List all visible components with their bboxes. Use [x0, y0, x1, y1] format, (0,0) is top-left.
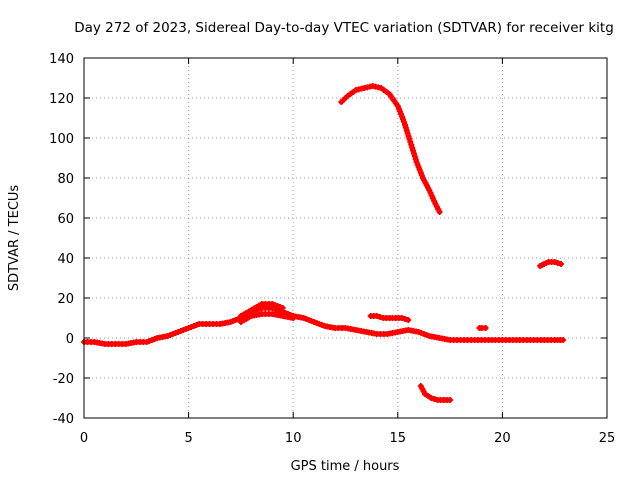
- x-tick-label: 20: [494, 431, 511, 446]
- y-tick-label: -20: [53, 372, 74, 387]
- x-tick-label: 10: [285, 431, 302, 446]
- data-point: [290, 315, 297, 321]
- data-point: [412, 156, 419, 163]
- y-tick-label: 100: [49, 132, 74, 147]
- data-point: [405, 133, 412, 140]
- data-point: [421, 391, 428, 397]
- series-isolated: [476, 325, 489, 331]
- y-tick-label: 40: [57, 252, 74, 267]
- y-tick-label: 0: [66, 332, 74, 347]
- x-tick-label: 25: [599, 431, 616, 446]
- series-negative-arc: [417, 383, 454, 403]
- data-point: [407, 139, 414, 145]
- data-point: [402, 316, 409, 322]
- data-point: [405, 317, 412, 323]
- y-axis-ticks: -40 -20 0 20 40 60 80 100 120 140: [49, 52, 607, 427]
- data-point: [428, 395, 435, 401]
- data-point: [402, 124, 409, 131]
- data-point: [373, 313, 380, 319]
- series-high-arc: [338, 83, 443, 215]
- x-tick-label: 15: [390, 431, 407, 446]
- chart-title: Day 272 of 2023, Sidereal Day-to-day VTE…: [74, 20, 614, 36]
- y-tick-label: 80: [57, 172, 74, 187]
- series-upper-spread: [237, 301, 286, 319]
- x-axis-ticks: 0 5 10 15 20 25: [80, 58, 615, 446]
- data-point: [482, 325, 489, 331]
- data-point: [436, 209, 443, 215]
- y-axis-label: SDTVAR / TECUs: [7, 185, 22, 292]
- grid: [84, 58, 607, 418]
- data-point: [551, 259, 558, 265]
- data-point: [411, 153, 418, 160]
- series-lower-spread: [237, 311, 297, 325]
- data-point: [409, 144, 416, 151]
- data-point: [401, 119, 408, 125]
- x-tick-label: 5: [184, 431, 192, 446]
- data-point: [410, 150, 417, 157]
- y-tick-label: 60: [57, 212, 74, 227]
- data-point: [410, 147, 417, 154]
- x-axis-label: GPS time / hours: [291, 459, 400, 474]
- y-tick-label: 20: [57, 292, 74, 307]
- data-point: [403, 127, 410, 134]
- data-point: [560, 337, 567, 343]
- data-point: [557, 261, 564, 267]
- data-point: [377, 314, 384, 320]
- y-tick-label: 140: [49, 52, 74, 67]
- data-point: [404, 130, 411, 137]
- plot-frame: [83, 57, 608, 419]
- x-tick-label: 0: [80, 431, 88, 446]
- series-segment-10: [367, 313, 412, 323]
- y-tick-label: -40: [53, 412, 74, 427]
- data-point: [431, 396, 438, 402]
- y-tick-label: 120: [49, 92, 74, 107]
- data-point: [406, 136, 413, 143]
- data-point: [408, 141, 415, 148]
- series-main-baseline: [81, 305, 567, 347]
- data-series: [81, 83, 567, 403]
- data-point: [401, 121, 408, 128]
- data-point: [554, 260, 561, 266]
- data-point: [279, 305, 286, 311]
- series-trace: [338, 83, 443, 215]
- data-point: [398, 315, 405, 321]
- data-point: [447, 397, 454, 403]
- series-late-arc: [537, 259, 564, 269]
- data-point: [425, 393, 432, 399]
